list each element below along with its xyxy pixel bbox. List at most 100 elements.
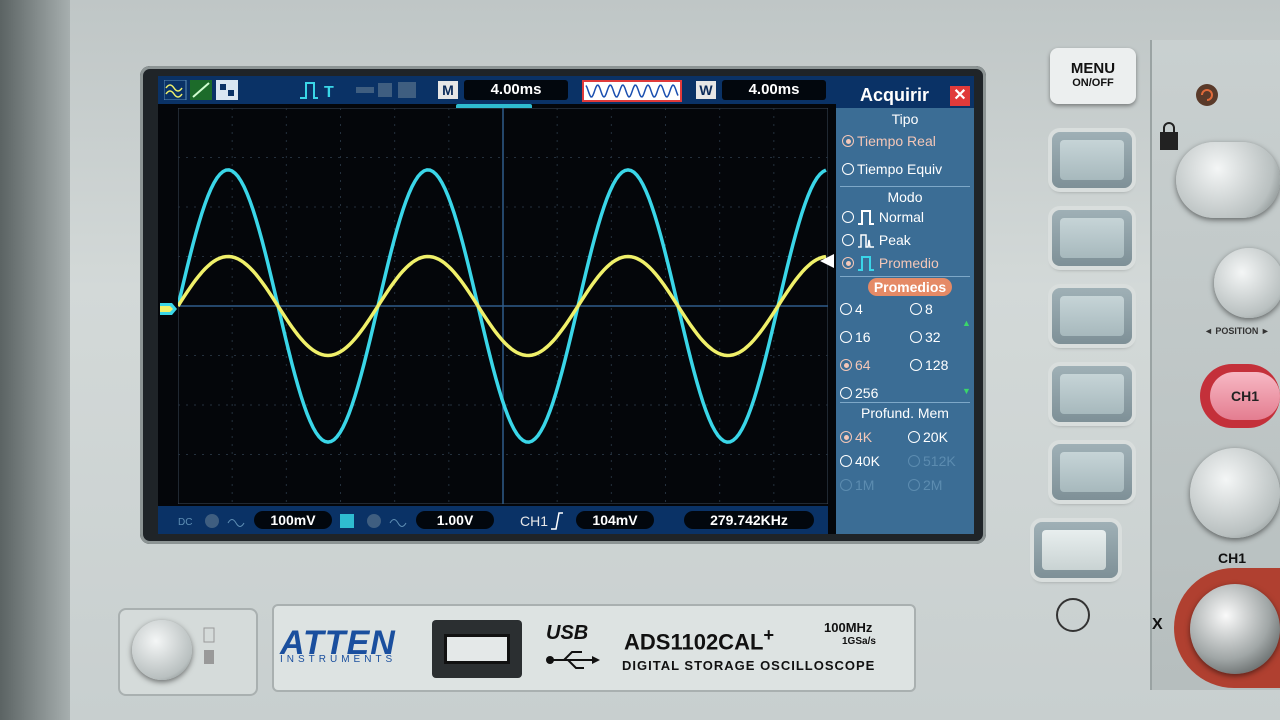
usb-icon — [546, 651, 600, 669]
softkey-2-button[interactable] — [1052, 210, 1132, 266]
io-status-icons — [356, 82, 416, 98]
waveform-grid — [178, 108, 828, 504]
power-button[interactable] — [132, 620, 192, 680]
tipo-header: Tipo — [891, 111, 919, 127]
ch1-coupling-icons: DC — [178, 514, 245, 528]
option-avg-32[interactable]: 32 — [910, 328, 941, 346]
option-avg-256[interactable]: 256 — [840, 384, 878, 402]
ch1-volts-div-knob[interactable] — [1190, 448, 1280, 538]
option-label: 16 — [855, 329, 871, 345]
option-tiempo-real[interactable]: Tiempo Real — [842, 132, 936, 150]
radio-icon — [910, 303, 922, 315]
option-tiempo-equiv[interactable]: Tiempo Equiv — [842, 160, 942, 178]
model-text: ADS1102CAL — [624, 629, 764, 655]
ch1-bnc-connector[interactable] — [1190, 584, 1280, 674]
option-promedio[interactable]: Promedio — [842, 254, 939, 272]
option-mem-512k: 512K — [908, 452, 956, 470]
option-label: 512K — [923, 453, 956, 469]
divider — [840, 276, 970, 277]
option-mem-40k[interactable]: 40K — [840, 452, 880, 470]
brand-plate — [272, 604, 916, 692]
option-avg-128[interactable]: 128 — [910, 356, 948, 374]
trigger-edge-icon: T — [300, 82, 334, 100]
option-mem-4k[interactable]: 4K — [840, 428, 872, 446]
trigger-level-readout: 104mV — [576, 511, 654, 529]
radio-icon — [840, 359, 852, 371]
ch2-coupling-icons — [340, 514, 407, 528]
horizontal-knob[interactable] — [1176, 142, 1280, 218]
return-icon[interactable] — [1052, 594, 1094, 636]
option-label: 40K — [855, 453, 880, 469]
frequency-readout: 279.742KHz — [684, 511, 814, 529]
option-label: 128 — [925, 357, 949, 373]
option-label: 2M — [923, 477, 943, 493]
window-timebase-tag: W — [696, 81, 716, 99]
softkey-4-button[interactable] — [1052, 366, 1132, 422]
option-mem-20k[interactable]: 20K — [908, 428, 948, 446]
radio-icon — [908, 455, 920, 467]
softkey-face — [1060, 296, 1124, 336]
softkey-5-button[interactable] — [1052, 444, 1132, 500]
option-label: 256 — [855, 385, 879, 401]
brand-sublogo: INSTRUMENTS — [280, 654, 397, 665]
softkey-1-button[interactable] — [1052, 132, 1132, 188]
trigger-slope-icon — [551, 512, 563, 530]
ch2-scale-readout: 1.00V — [416, 511, 494, 529]
option-peak[interactable]: Peak — [842, 231, 911, 249]
radio-icon — [840, 455, 852, 467]
divider — [840, 186, 970, 187]
usb-label: USB — [546, 622, 589, 644]
bandwidth-label: 100MHz — [824, 620, 873, 635]
usb-socket — [444, 634, 510, 664]
trigger-source-label: CH1 — [520, 513, 549, 529]
option-label: Promedio — [878, 255, 939, 271]
option-normal[interactable]: Normal — [842, 208, 924, 226]
option-label: Normal — [878, 209, 925, 225]
multipurpose-knob-icon — [1196, 84, 1218, 106]
radio-icon — [908, 431, 920, 443]
option-avg-4[interactable]: 4 — [840, 300, 863, 318]
softkey-6-button[interactable] — [1034, 522, 1118, 578]
radio-icon — [842, 163, 854, 175]
menu-button-label: MENU — [1070, 60, 1116, 77]
body-left-edge — [0, 0, 70, 720]
window-timebase-readout: 4.00ms — [722, 80, 826, 100]
ch1-ground-marker — [160, 303, 177, 315]
usb-port — [432, 620, 522, 678]
radio-icon — [840, 479, 852, 491]
ch1-menu-button[interactable]: CH1 — [1210, 372, 1280, 420]
trigger-level-marker — [820, 254, 834, 268]
softkey-face — [1060, 452, 1124, 492]
svg-text:DC: DC — [178, 517, 192, 528]
radio-icon — [840, 303, 852, 315]
option-label: 1M — [855, 477, 875, 493]
ch1-trace — [178, 254, 827, 358]
ch2-trace — [178, 168, 827, 444]
sample-rate-label: 1GSa/s — [842, 636, 876, 647]
option-mem-1m: 1M — [840, 476, 874, 494]
menu-button-sublabel: ON/OFF — [1072, 77, 1114, 89]
option-label: Tiempo Real — [857, 133, 936, 149]
position-label: ◄ POSITION ► — [1204, 326, 1270, 336]
radio-icon — [840, 431, 852, 443]
option-avg-16[interactable]: 16 — [840, 328, 871, 346]
option-avg-64[interactable]: 64 — [840, 356, 871, 374]
option-mem-2m: 2M — [908, 476, 942, 494]
menu-on-off-button[interactable]: MENU ON/OFF — [1050, 48, 1136, 104]
option-avg-8[interactable]: 8 — [910, 300, 933, 318]
scroll-up-icon: ▲ — [962, 318, 971, 328]
close-icon[interactable]: ✕ — [950, 86, 970, 106]
menu-title-label: Acquirir — [860, 85, 930, 105]
option-label: Tiempo Equiv — [857, 161, 943, 177]
option-label: 20K — [923, 429, 948, 445]
vertical-position-knob[interactable] — [1214, 248, 1280, 318]
radio-icon — [842, 135, 854, 147]
memory-window-icon — [582, 80, 682, 102]
softkey-face — [1042, 530, 1106, 570]
softkey-3-button[interactable] — [1052, 288, 1132, 344]
ch1-scale-readout: 100mV — [254, 511, 332, 529]
softkey-face — [1060, 374, 1124, 414]
main-timebase-readout: 4.00ms — [464, 80, 568, 100]
average-mode-icon — [858, 256, 874, 271]
option-label: 4 — [855, 301, 863, 317]
